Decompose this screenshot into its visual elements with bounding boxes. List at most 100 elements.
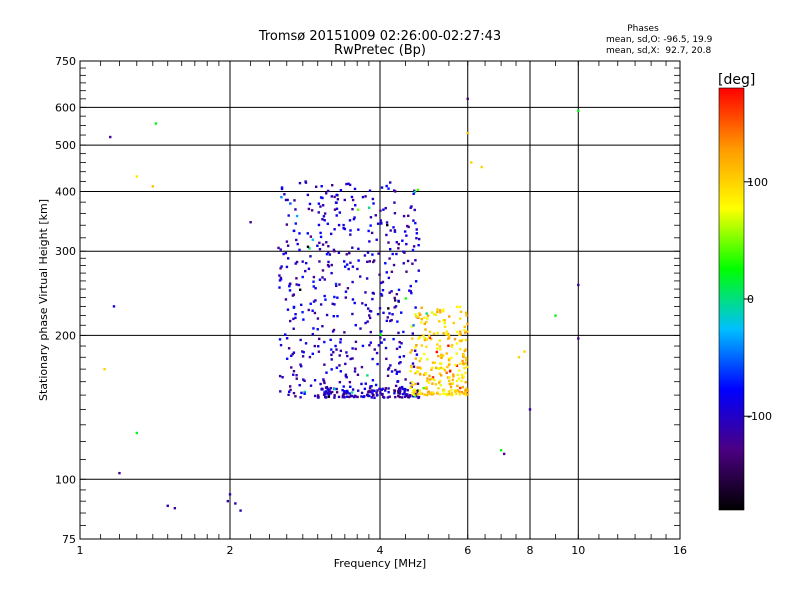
data-point <box>354 323 357 327</box>
data-point <box>329 386 332 390</box>
data-point <box>317 337 321 341</box>
data-point <box>341 389 344 392</box>
data-point <box>397 389 400 393</box>
data-point <box>412 365 416 368</box>
data-point <box>393 212 397 215</box>
data-point <box>371 253 374 256</box>
data-point <box>304 261 308 265</box>
data-point <box>364 382 367 385</box>
data-point <box>286 257 290 260</box>
data-point <box>338 211 342 214</box>
data-point <box>373 259 376 262</box>
data-point <box>335 391 339 394</box>
data-point <box>455 352 458 355</box>
data-point <box>397 299 400 303</box>
data-point <box>321 204 325 207</box>
data-point <box>301 310 304 314</box>
data-point <box>461 359 464 363</box>
data-point <box>411 248 415 252</box>
data-point <box>455 379 459 383</box>
data-point <box>447 379 451 383</box>
data-point <box>413 190 417 194</box>
data-point <box>414 259 417 262</box>
data-point <box>327 260 330 264</box>
x-axis-label: Frequency [MHz] <box>334 557 426 570</box>
data-point <box>577 337 580 340</box>
data-point <box>404 393 407 396</box>
data-point <box>339 338 342 341</box>
data-point <box>431 366 434 369</box>
y-tick-label: 600 <box>55 101 76 114</box>
data-point <box>460 373 464 377</box>
data-point <box>325 371 328 374</box>
data-point <box>313 344 316 348</box>
data-point <box>445 371 448 374</box>
data-point <box>332 328 336 332</box>
data-point <box>449 385 453 389</box>
data-point <box>360 391 364 395</box>
y-tick-labels: 75 100 200 300 400 500 600 750 <box>55 55 76 546</box>
data-point <box>360 382 363 386</box>
data-point <box>354 347 357 351</box>
data-point <box>323 363 326 366</box>
data-point <box>368 390 371 393</box>
data-point <box>367 206 371 209</box>
data-point <box>376 362 379 366</box>
data-point <box>424 328 427 331</box>
data-point <box>396 370 399 374</box>
data-point <box>323 278 326 281</box>
data-point <box>436 308 439 311</box>
data-point <box>280 195 283 199</box>
data-point <box>412 324 415 327</box>
data-point <box>351 357 354 360</box>
data-point <box>308 355 312 359</box>
data-point <box>400 342 403 345</box>
data-point <box>292 370 296 373</box>
data-point <box>309 302 312 305</box>
data-point <box>386 316 389 319</box>
data-point <box>432 392 435 396</box>
data-point <box>414 382 417 386</box>
data-point <box>338 380 342 384</box>
data-point <box>454 390 457 393</box>
data-point <box>431 382 434 385</box>
data-point <box>403 230 407 233</box>
x-tick-label: 16 <box>673 544 687 557</box>
data-point <box>299 338 302 342</box>
data-point <box>333 208 337 211</box>
data-point <box>392 226 395 229</box>
data-point <box>364 321 367 325</box>
data-point <box>431 361 435 364</box>
data-point <box>350 195 354 199</box>
data-point <box>303 390 306 394</box>
data-point <box>388 395 391 398</box>
data-point <box>393 389 396 392</box>
data-point <box>449 382 452 386</box>
data-point <box>388 312 391 315</box>
data-point <box>437 387 440 390</box>
data-point <box>393 201 396 204</box>
data-point <box>438 309 442 312</box>
data-point <box>366 251 370 254</box>
data-point <box>394 395 397 399</box>
data-point <box>348 380 352 384</box>
data-point <box>411 332 415 335</box>
data-point <box>428 374 431 378</box>
data-point <box>306 193 310 197</box>
data-point <box>295 377 298 380</box>
data-point <box>330 184 334 187</box>
data-point <box>398 355 402 359</box>
data-point <box>299 303 303 307</box>
data-point <box>437 354 440 358</box>
data-point <box>307 267 311 271</box>
data-point <box>317 345 320 348</box>
data-point <box>335 366 339 369</box>
data-point <box>348 392 351 395</box>
data-point <box>419 392 422 395</box>
data-point <box>405 270 408 273</box>
data-point <box>402 330 405 334</box>
data-point <box>414 306 417 309</box>
data-point <box>376 312 380 316</box>
y-tick-label: 300 <box>55 245 76 258</box>
data-point <box>387 387 390 390</box>
